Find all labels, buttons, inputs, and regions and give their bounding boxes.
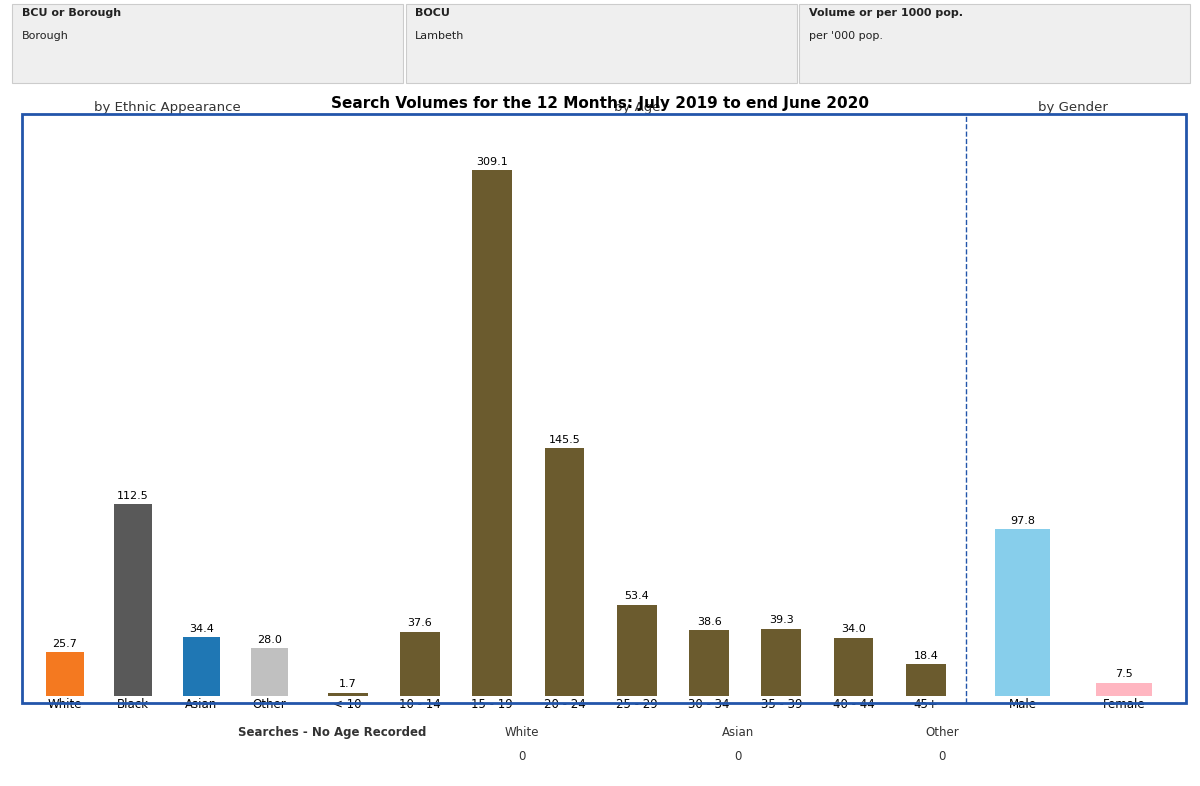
Bar — [47, 652, 84, 696]
Bar — [617, 605, 656, 696]
Bar — [400, 632, 440, 696]
Bar — [251, 648, 288, 696]
Title: by Age: by Age — [613, 101, 660, 114]
Text: 7.5: 7.5 — [1115, 670, 1133, 679]
Title: by Ethnic Appearance: by Ethnic Appearance — [94, 101, 240, 114]
Bar — [995, 530, 1050, 696]
Bar — [762, 629, 802, 696]
Bar — [834, 638, 874, 696]
Text: Borough: Borough — [22, 31, 68, 42]
Text: 37.6: 37.6 — [408, 619, 432, 628]
Text: 1.7: 1.7 — [338, 679, 356, 689]
Text: 34.4: 34.4 — [188, 624, 214, 634]
Text: 38.6: 38.6 — [697, 617, 721, 626]
Text: Lambeth: Lambeth — [415, 31, 464, 42]
Text: 112.5: 112.5 — [118, 491, 149, 501]
Text: 39.3: 39.3 — [769, 615, 793, 626]
Text: per '000 pop.: per '000 pop. — [809, 31, 883, 42]
Text: 145.5: 145.5 — [548, 435, 581, 445]
Bar — [114, 505, 152, 696]
Text: 309.1: 309.1 — [476, 157, 508, 167]
Text: 34.0: 34.0 — [841, 624, 866, 634]
Bar — [689, 630, 728, 696]
Text: 25.7: 25.7 — [53, 638, 78, 648]
Text: Other: Other — [925, 726, 959, 739]
Text: 0: 0 — [938, 750, 946, 762]
Text: 28.0: 28.0 — [257, 634, 282, 645]
Title: by Gender: by Gender — [1038, 101, 1108, 114]
Text: 97.8: 97.8 — [1010, 516, 1036, 526]
Text: 0: 0 — [734, 750, 742, 762]
Text: BCU or Borough: BCU or Borough — [22, 8, 121, 18]
Text: Volume or per 1000 pop.: Volume or per 1000 pop. — [809, 8, 962, 18]
Text: Searches - No Age Recorded: Searches - No Age Recorded — [238, 726, 426, 739]
Bar — [545, 448, 584, 696]
Bar — [182, 637, 220, 696]
Bar — [1096, 683, 1152, 696]
Text: Search Volumes for the 12 Months: July 2019 to end June 2020: Search Volumes for the 12 Months: July 2… — [331, 96, 869, 112]
Bar — [473, 171, 512, 696]
Text: White: White — [505, 726, 539, 739]
Text: BOCU: BOCU — [415, 8, 450, 18]
Text: Asian: Asian — [722, 726, 754, 739]
Bar — [906, 664, 946, 696]
Text: 53.4: 53.4 — [624, 592, 649, 601]
Text: 0: 0 — [518, 750, 526, 762]
Text: 18.4: 18.4 — [913, 651, 938, 661]
Bar — [328, 692, 367, 696]
